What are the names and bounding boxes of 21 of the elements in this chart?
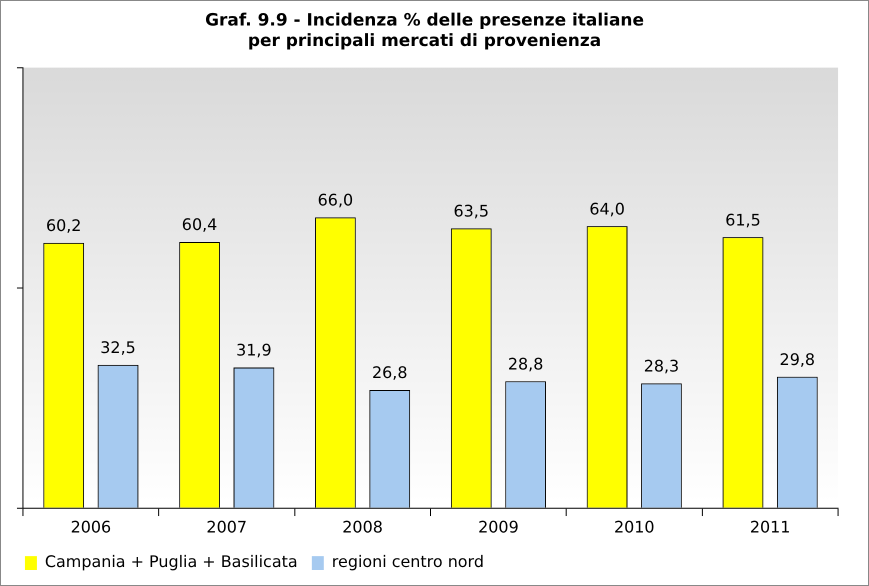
data-label: 29,8 [780,350,816,369]
data-label: 60,2 [46,216,82,236]
data-label: 64,0 [589,199,625,218]
data-label: 26,8 [372,363,408,382]
x-tick-label: 2011 [750,518,790,537]
data-label: 63,5 [454,202,490,221]
x-tick-label: 2009 [478,518,519,537]
data-label: 66,0 [318,190,354,210]
legend-label: Campania + Puglia + Basilicata [44,552,298,572]
data-label: 60,4 [182,215,218,234]
data-label: 32,5 [100,338,136,358]
data-label: 28,3 [644,356,680,376]
chart-title: Graf. 9.9 - Incidenza % delle presenze italiane per principali mercati di provenienza [205,10,644,50]
x-tick-label: 2008 [342,518,383,537]
data-label: 61,5 [725,210,761,230]
x-tick-label: 2006 [70,518,112,537]
legend-label: regioni centro nord [332,552,484,572]
data-label: 28,8 [508,354,544,374]
x-tick-label: 2010 [614,518,655,537]
x-tick-label: 2007 [206,518,248,537]
data-label: 31,9 [236,340,272,360]
